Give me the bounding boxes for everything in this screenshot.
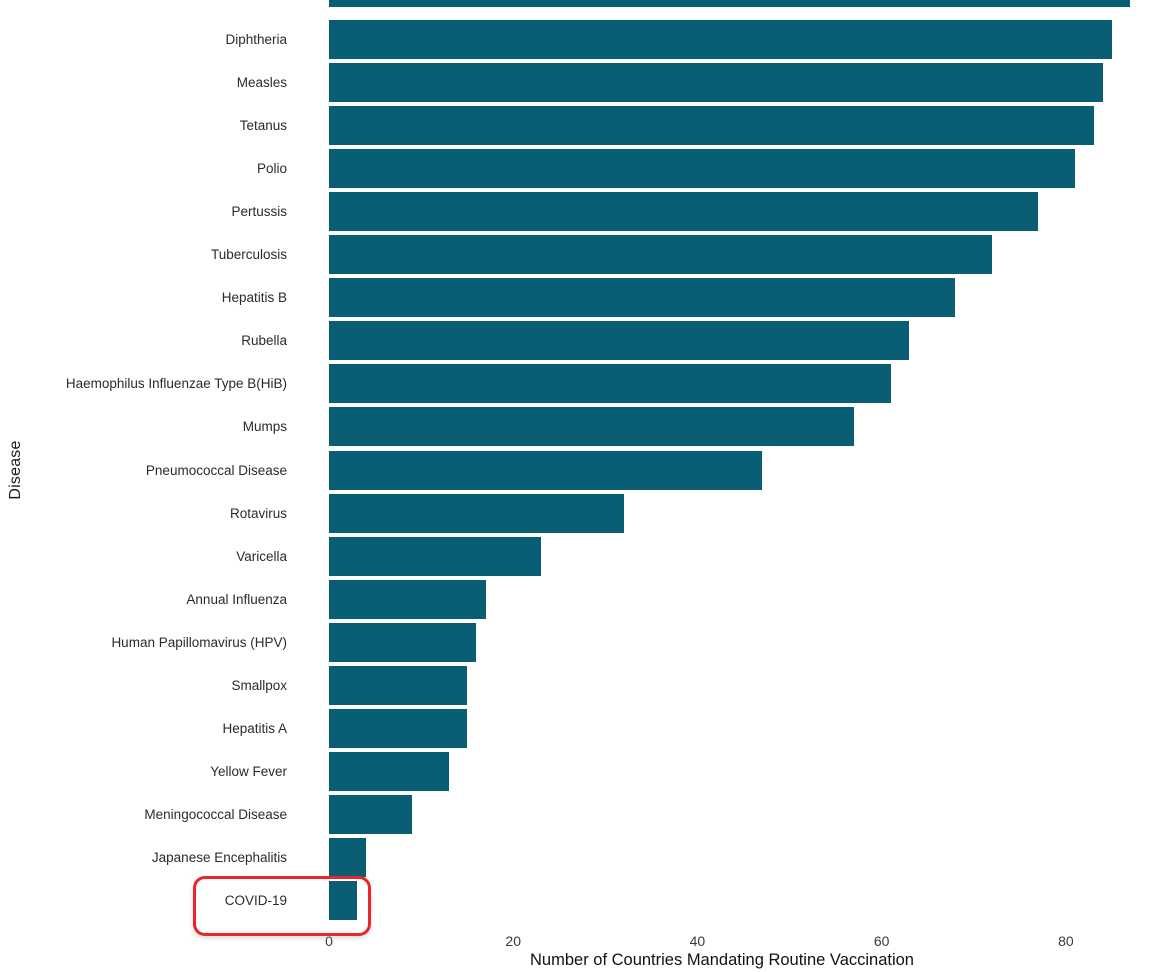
bar-row: Tuberculosis	[0, 235, 1158, 275]
x-tick-label: 80	[1058, 933, 1074, 949]
category-label: Hepatitis B	[221, 290, 287, 306]
bar	[329, 493, 624, 533]
bar	[329, 794, 412, 834]
x-tick-label: 40	[689, 933, 706, 949]
category-label: Meningococcal Disease	[144, 806, 287, 822]
bar-row: Rotavirus	[0, 493, 1158, 533]
x-tick-label: 60	[873, 933, 890, 949]
category-label: Pneumococcal Disease	[145, 462, 287, 478]
bar-row: Mumps	[0, 407, 1158, 447]
bar-row: Pertussis	[0, 192, 1158, 232]
x-axis-title: Number of Countries Mandating Routine Va…	[530, 951, 914, 969]
bar	[329, 536, 541, 576]
bar	[329, 20, 1112, 59]
category-label: Measles	[236, 75, 287, 91]
bar	[329, 407, 855, 447]
bar	[329, 665, 468, 705]
category-label: Hepatitis A	[222, 720, 287, 736]
bar	[329, 321, 910, 361]
category-label: Human Papillomavirus (HPV)	[111, 634, 287, 650]
bar	[329, 708, 468, 748]
x-tick-label: 0	[325, 933, 333, 949]
bar-row: Polio	[0, 149, 1158, 189]
bar	[329, 278, 956, 318]
bar-row: Measles	[0, 63, 1158, 103]
category-label: Mumps	[242, 419, 287, 435]
bar	[329, 235, 993, 275]
category-label: Japanese Encephalitis	[151, 849, 287, 865]
bar	[329, 149, 1076, 189]
category-label: Polio	[256, 161, 287, 177]
bar-row: Japanese Encephalitis	[0, 837, 1158, 877]
bar-row: Hepatitis B	[0, 278, 1158, 318]
category-label: Yellow Fever	[210, 763, 287, 779]
category-label: Annual Influenza	[186, 591, 287, 607]
bar-row: Annual Influenza	[0, 579, 1158, 619]
bar-row: Rubella	[0, 321, 1158, 361]
category-label: Diphtheria	[225, 32, 287, 47]
bar-row: Haemophilus Influenzae Type B(HiB)	[0, 364, 1158, 404]
bar-row: Hepatitis A	[0, 708, 1158, 748]
bar	[329, 192, 1039, 232]
bar-row: Meningococcal Disease	[0, 794, 1158, 834]
category-label: Varicella	[236, 548, 287, 564]
bar	[329, 837, 366, 877]
bar-row: Tetanus	[0, 106, 1158, 146]
category-label: Rubella	[241, 333, 287, 349]
bar-row: Smallpox	[0, 665, 1158, 705]
bar	[329, 364, 891, 404]
x-tick-label: 20	[505, 933, 522, 949]
bar	[329, 622, 477, 662]
category-label: Tuberculosis	[210, 247, 287, 263]
bar	[329, 751, 449, 791]
bar-row: Pneumococcal Disease	[0, 450, 1158, 490]
bar-row: Diphtheria	[0, 20, 1158, 59]
bar-row: COVID-19	[0, 881, 1158, 920]
bar	[329, 881, 357, 920]
covid-highlight-box	[193, 876, 371, 936]
cropped-top-bar	[329, 0, 1131, 7]
bar-row: Human Papillomavirus (HPV)	[0, 622, 1158, 662]
bar	[329, 63, 1103, 103]
category-label: Smallpox	[231, 677, 287, 693]
bar	[329, 106, 1094, 146]
category-label: COVID-19	[224, 893, 287, 908]
bar-row: Yellow Fever	[0, 751, 1158, 791]
category-label: Pertussis	[231, 204, 287, 220]
category-label: Rotavirus	[229, 505, 287, 521]
bar-row: Varicella	[0, 536, 1158, 576]
category-label: Tetanus	[239, 118, 287, 134]
bar	[329, 579, 486, 619]
category-label: Haemophilus Influenzae Type B(HiB)	[65, 376, 287, 392]
bar	[329, 450, 762, 490]
